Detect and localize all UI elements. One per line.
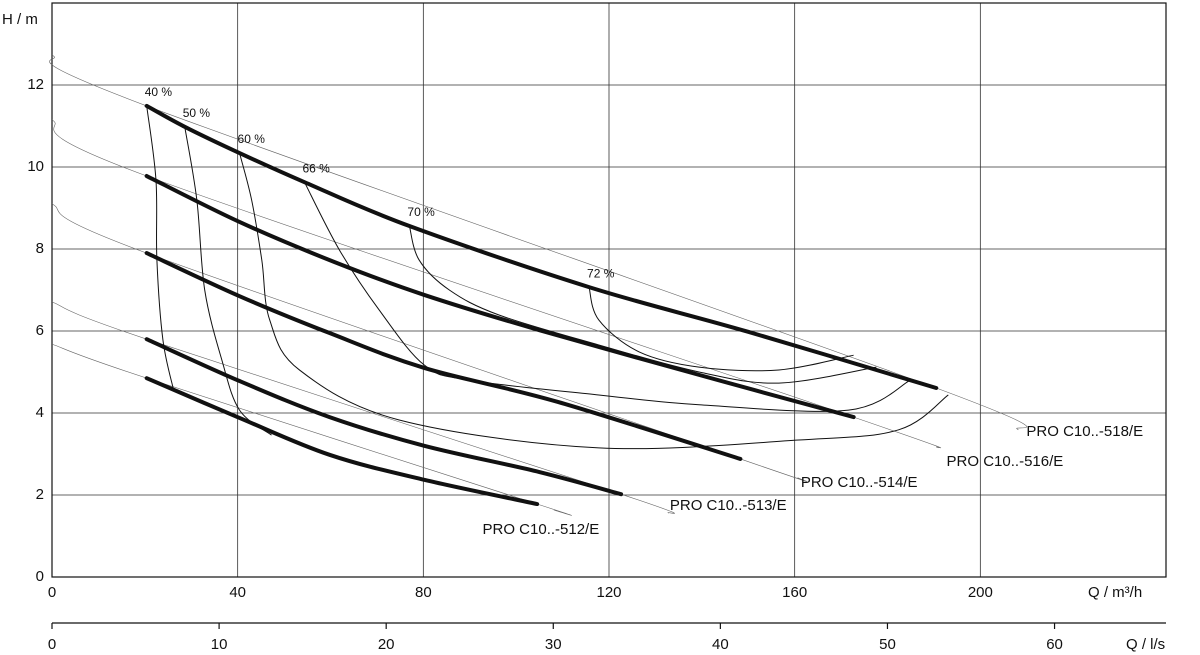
efficiency-label: 60 % (238, 132, 266, 146)
y-tick-label: 2 (36, 486, 44, 503)
x2-tick-label: 40 (712, 636, 729, 653)
x2-tick-label: 10 (211, 636, 228, 653)
y-tick-label: 10 (27, 158, 44, 175)
efficiency-label: 70 % (407, 205, 435, 219)
efficiency-label: 72 % (587, 266, 615, 280)
efficiency-curve (304, 181, 911, 412)
pump-curve (144, 103, 939, 390)
efficiency-label: 50 % (183, 106, 211, 120)
pump-curve (144, 376, 540, 507)
x2-tick-label: 20 (378, 636, 395, 653)
curve-label: PRO C10..-514/E (801, 474, 918, 491)
efficiency-label: 40 % (145, 85, 173, 99)
x-tick-label: 0 (48, 584, 56, 601)
curve-label: PRO C10..-518/E (1026, 423, 1143, 440)
efficiency-curve (184, 126, 272, 436)
efficiency-label: 66 % (303, 161, 331, 175)
curve-label: PRO C10..-512/E (483, 521, 600, 538)
plot-frame (51, 2, 1167, 578)
curve-label: PRO C10..-513/E (670, 497, 787, 514)
x2-tick-label: 50 (879, 636, 896, 653)
y-tick-label: 12 (27, 76, 44, 93)
pump-curve (144, 251, 743, 461)
extension-line (51, 119, 941, 449)
x-tick-label: 160 (782, 584, 807, 601)
x2-tick-label: 0 (48, 636, 56, 653)
x-axis-label: Q / m³/h (1088, 584, 1142, 601)
x-tick-label: 40 (229, 584, 246, 601)
pump-curve (144, 174, 856, 420)
x-tick-label: 200 (968, 584, 993, 601)
x2-axis-label: Q / l/s (1126, 636, 1165, 653)
y-tick-label: 8 (36, 240, 44, 257)
extension-line (51, 343, 572, 516)
y-tick-label: 0 (36, 568, 44, 585)
x-tick-label: 80 (415, 584, 432, 601)
x-tick-label: 120 (596, 584, 621, 601)
efficiency-curve (146, 105, 175, 391)
y-axis-label: H / m (2, 11, 38, 28)
efficiency-curve (408, 225, 877, 384)
efficiency-curve (588, 286, 854, 372)
extension-line (51, 301, 675, 514)
efficiency-curve (239, 152, 949, 450)
y-tick-label: 4 (36, 404, 44, 421)
extension-line (51, 203, 808, 482)
y-tick-label: 6 (36, 322, 44, 339)
curve-label: PRO C10..-516/E (947, 453, 1064, 470)
x2-tick-label: 60 (1046, 636, 1063, 653)
pump-curve (144, 337, 624, 497)
x2-tick-label: 30 (545, 636, 562, 653)
extension-line (49, 54, 1027, 431)
